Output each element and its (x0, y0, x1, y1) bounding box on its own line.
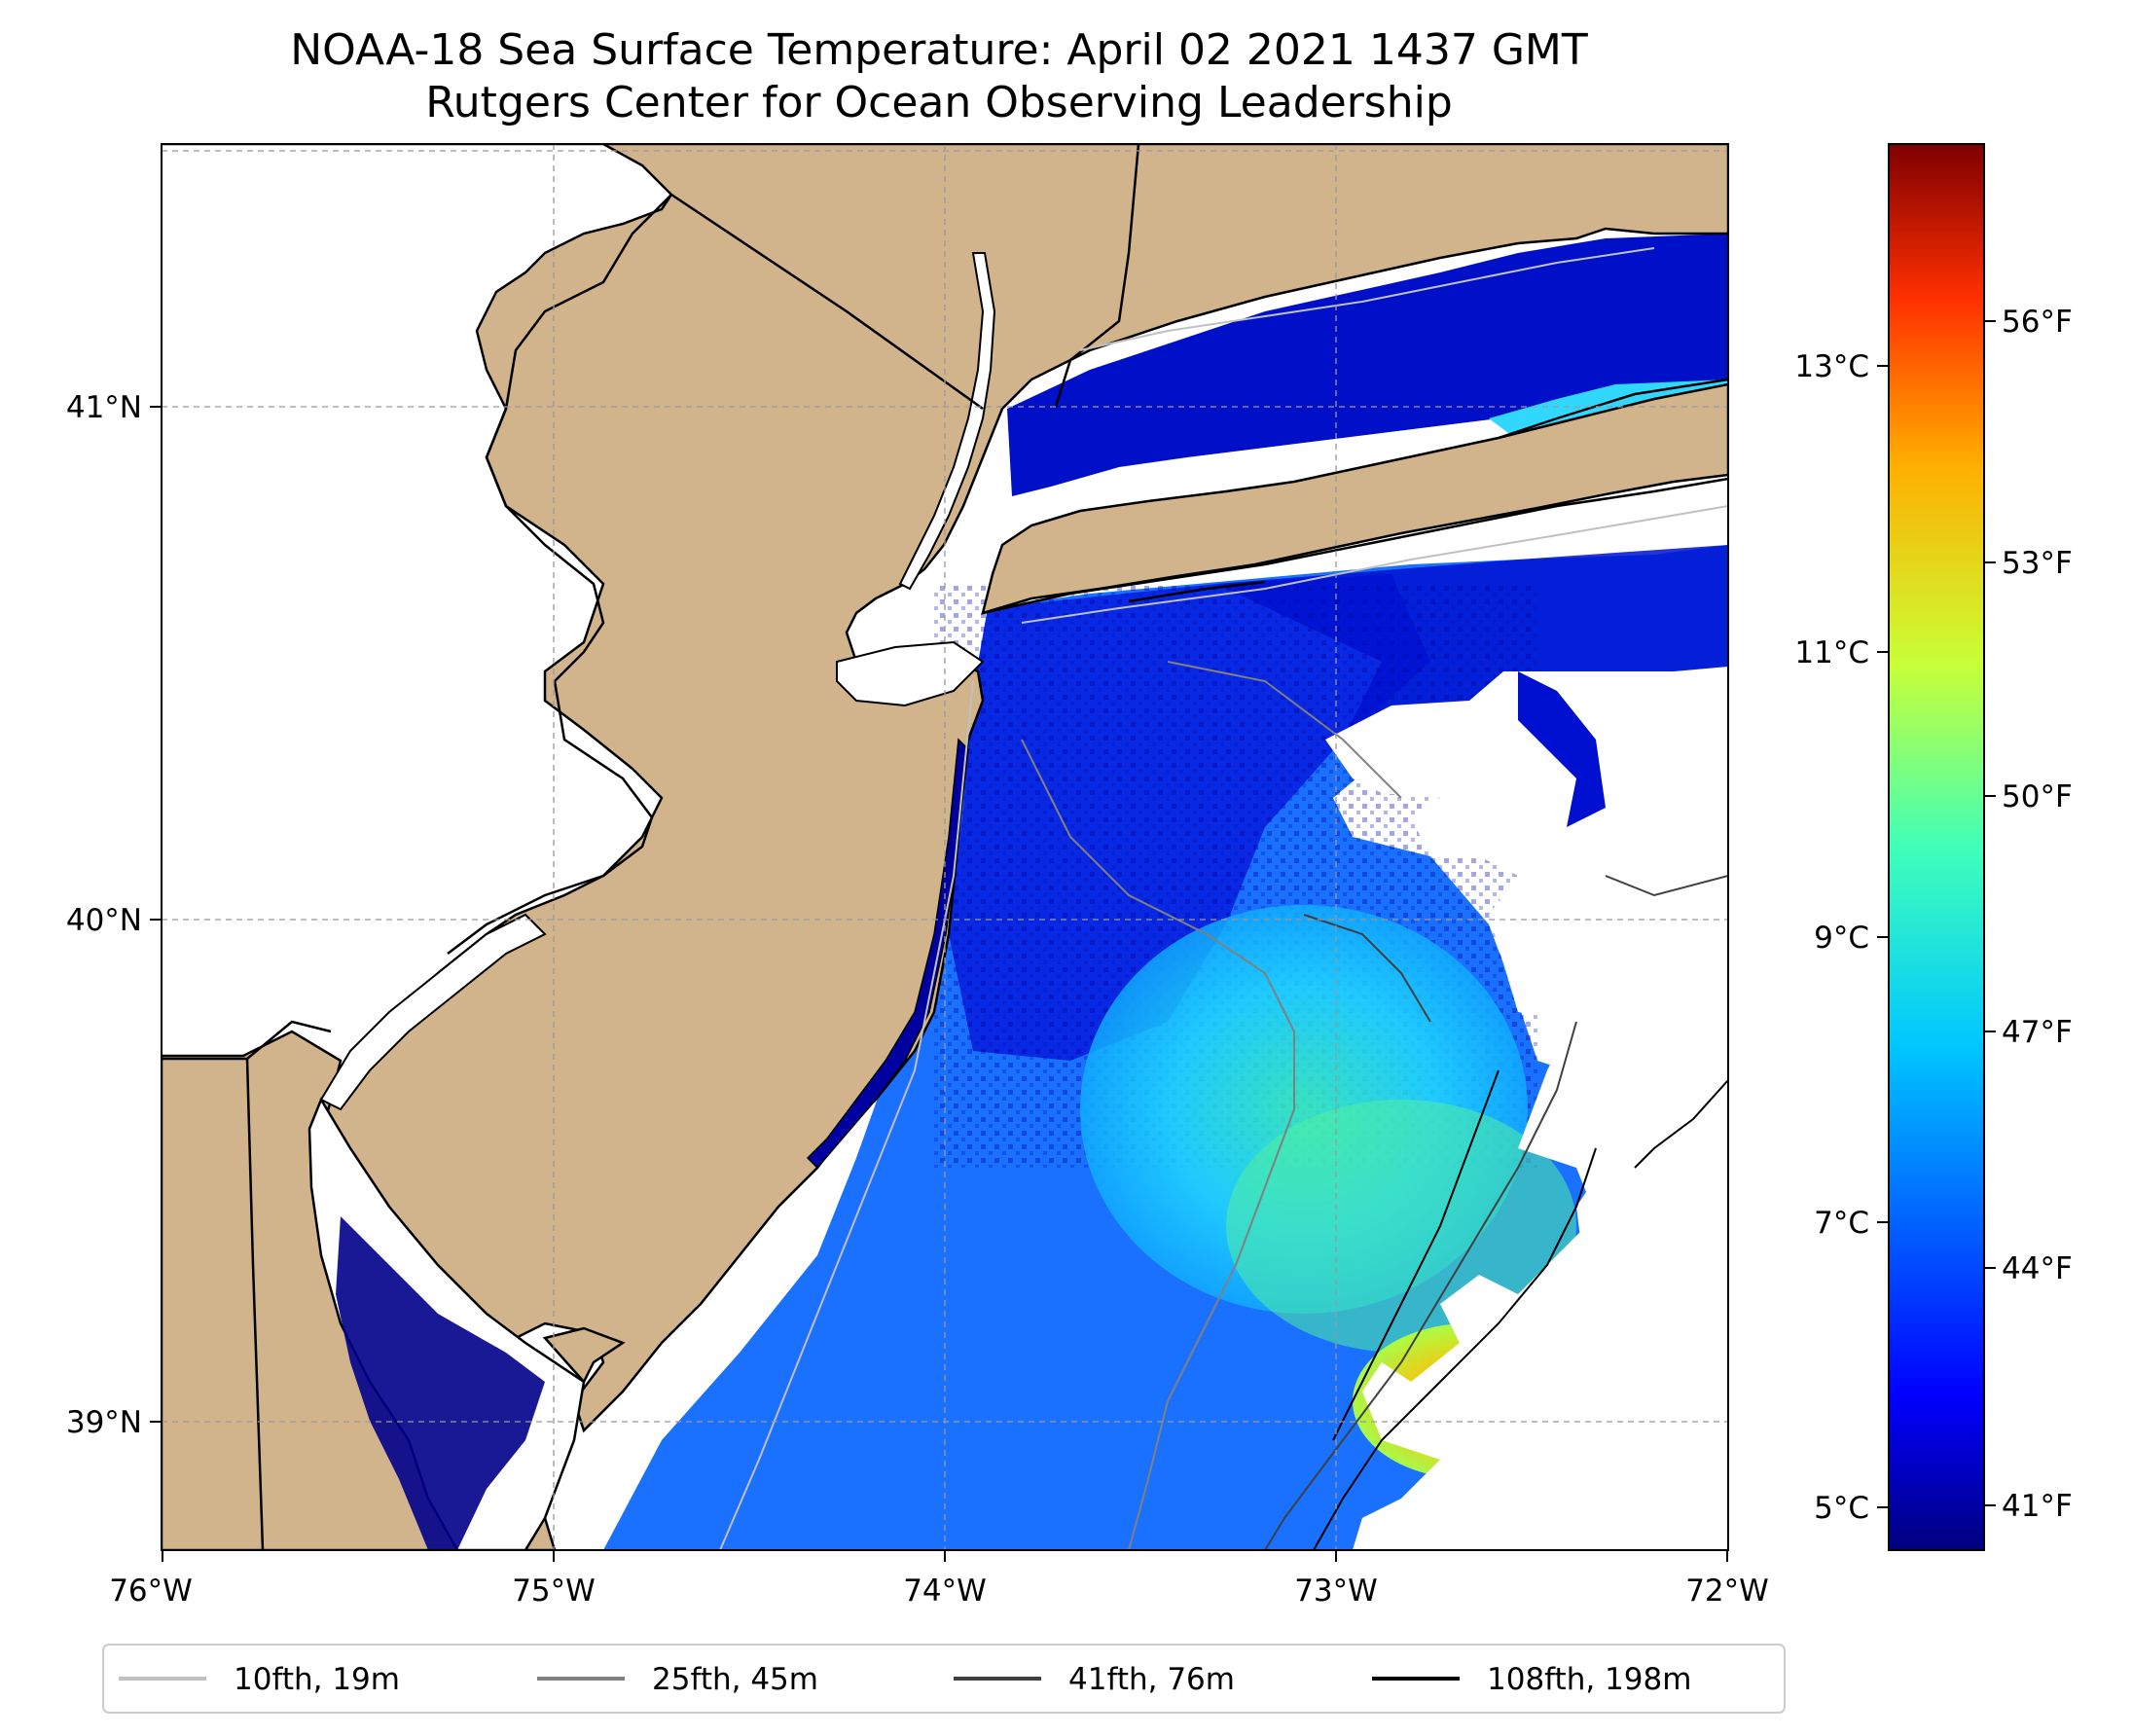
y-tick-39n: 39°N (66, 1405, 142, 1440)
map-plot-area (162, 144, 1728, 1550)
y-tick-41n: 41°N (66, 390, 142, 425)
contour-76m-2 (1264, 1021, 1577, 1550)
cbar-label-53f: 53°F (2002, 546, 2073, 581)
boundary-nj-pa (447, 194, 672, 955)
legend-label-25fth: 25fth, 45m (652, 1662, 818, 1697)
no-data-cloud-region (1325, 667, 1728, 1550)
cbar-label-50f: 50°F (2002, 779, 2073, 814)
gridlines (162, 144, 1728, 1550)
y-tick-40n: 40°N (66, 903, 142, 938)
cbar-label-44f: 44°F (2002, 1251, 2073, 1286)
hudson-river (898, 252, 996, 591)
contour-198m-3 (1332, 1069, 1500, 1441)
cbar-label-47f: 47°F (2002, 1015, 2073, 1050)
li-south-shore (982, 477, 1728, 615)
land-long-island (981, 382, 1728, 615)
x-tick-73w: 73°W (1294, 1573, 1378, 1609)
cbar-label-56f: 56°F (2002, 305, 2073, 340)
cbar-label-7c: 7°C (1814, 1206, 1869, 1241)
cbar-label-13c: 13°C (1794, 349, 1869, 384)
boundary-ny-ct (1054, 144, 1140, 408)
title-line-2: Rutgers Center for Ocean Observing Leade… (425, 78, 1453, 127)
contour-19m-3 (1021, 505, 1728, 624)
no-data-offshore-east (1518, 671, 1606, 827)
x-tick-72w: 72°W (1685, 1573, 1769, 1609)
contour-76m (1303, 914, 1431, 1023)
x-tick-75w: 75°W (512, 1573, 596, 1609)
raritan-bay (836, 640, 985, 707)
contour-19m-2 (1079, 247, 1655, 351)
cbar-label-5c: 5°C (1814, 1491, 1869, 1526)
bathymetry-contours (719, 247, 1728, 1550)
jersey-shore-bays (806, 738, 969, 1170)
barrier-island-south (1128, 580, 1266, 603)
boundary-pa-de (162, 1020, 332, 1061)
delaware-bay-dark-water (336, 1216, 545, 1550)
contour-198m-2 (1634, 1079, 1728, 1169)
delaware-river (319, 913, 547, 1111)
contour-45m (1021, 739, 1295, 1550)
cbar-label-9c: 9°C (1814, 921, 1869, 956)
estuaries (307, 252, 996, 1550)
legend-label-10fth: 10fth, 19m (234, 1662, 400, 1697)
legend-box (102, 1644, 1786, 1714)
colorbar: 13°C 11°C 9°C 7°C 5°C 56°F 53°F 50°F 47°… (1794, 143, 2073, 1551)
contour-19m (719, 680, 974, 1550)
x-tick-74w: 74°W (903, 1573, 987, 1609)
x-tick-76w: 76°W (109, 1573, 193, 1609)
contour-dark-east (1605, 875, 1728, 897)
title-line-1: NOAA-18 Sea Surface Temperature: April 0… (290, 25, 1588, 75)
cbar-label-11c: 11°C (1794, 635, 1869, 670)
legend: 10fth, 19m 25fth, 45m 41fth, 76m 108fth,… (102, 1644, 1786, 1714)
colorbar-gradient (1888, 143, 1985, 1551)
state-boundaries (162, 144, 1140, 1550)
cbar-label-41f: 41°F (2002, 1489, 2073, 1524)
boundary-ny-nj (670, 193, 984, 411)
legend-label-108fth: 108fth, 198m (1487, 1662, 1691, 1697)
boundary-de-md (245, 1058, 265, 1550)
contour-45m-2 (1167, 661, 1402, 799)
legend-label-41fth: 41fth, 76m (1068, 1662, 1235, 1697)
axis-ticks (150, 406, 1728, 1562)
contour-198m (1313, 1147, 1597, 1550)
long-island-sound-water (1007, 234, 1728, 496)
